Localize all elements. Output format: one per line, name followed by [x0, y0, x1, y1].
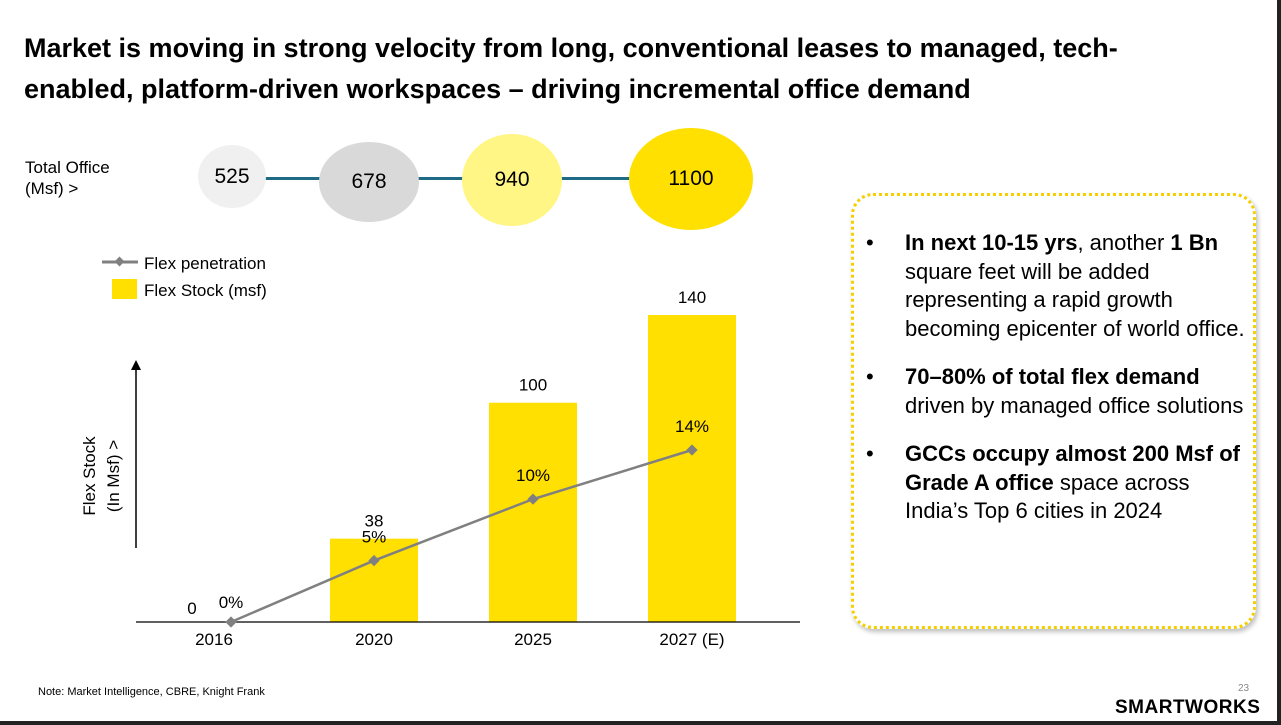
x-tick-label: 2016 [195, 630, 233, 649]
bubble-value: 1100 [668, 167, 714, 190]
total-office-label: Total Office (Msf) > [25, 157, 110, 199]
total-office-label-line2: (Msf) > [25, 179, 79, 198]
legend-label-flex-penetration: Flex penetration [144, 254, 266, 273]
total-office-bubble-2016: 525 [198, 145, 266, 208]
x-tick-label: 2025 [514, 630, 552, 649]
line-point [686, 444, 698, 456]
total-office-bubble-2025: 940 [462, 134, 562, 226]
line-value-label: 14% [675, 417, 709, 436]
insight-bold: 70–80% of total flex demand [905, 364, 1200, 389]
legend-marker [114, 256, 125, 267]
insight-item: • In next 10-15 yrs, another 1 Bn square … [866, 229, 1246, 343]
bubble-value: 525 [214, 164, 250, 188]
smartworks-logo: SMARTWORKS [1115, 697, 1261, 718]
bar-value-label: 140 [678, 288, 706, 307]
bar-value-label: 0 [187, 599, 196, 618]
flex-chart: Flex penetration Flex Stock (msf) Flex S… [80, 254, 800, 649]
insight-text: space across India’s Top 6 cities in 202… [905, 469, 1190, 524]
bubble-value: 940 [494, 168, 530, 191]
insight-bold: 1 Bn [1170, 230, 1219, 255]
bubble-connector [265, 177, 325, 180]
insight-item: • 70–80% of total flex demand driven by m… [866, 363, 1246, 420]
line-point [368, 554, 380, 567]
slide-title: Market is moving in strong velocity from… [24, 33, 1118, 104]
bar-value-label: 38 [365, 512, 384, 531]
line-point [225, 616, 237, 628]
line-value-label: 5% [362, 528, 387, 547]
bullet: • [866, 364, 874, 389]
x-tick-label: 2020 [355, 630, 393, 649]
y-axis-label-line1: Flex Stock [80, 436, 99, 516]
y-axis-arrowhead [131, 360, 141, 370]
bubble-connector [415, 177, 470, 180]
insight-bold: In next 10-15 yrs [905, 230, 1078, 255]
y-axis-label-line2: (In Msf) > [104, 440, 123, 512]
x-tick-label: 2027 (E) [659, 630, 724, 649]
bar-2025 [489, 402, 577, 622]
bullet: • [866, 441, 874, 466]
legend-bar-swatch [112, 279, 137, 299]
bar-2027 (E) [648, 315, 736, 622]
insight-bold: GCCs occupy almost 200 Msf of Grade A of… [905, 441, 1240, 495]
insights-callout: • In next 10-15 yrs, another 1 Bn square … [851, 193, 1256, 629]
line-value-label: 0% [219, 593, 244, 612]
line-value-label: 10% [516, 466, 550, 485]
flex-penetration-line [230, 448, 693, 624]
insight-text: driven by managed office solutions [905, 392, 1244, 418]
bubble-connector [560, 177, 635, 180]
bar-value-label: 100 [519, 376, 547, 395]
line-point [527, 493, 539, 505]
legend-label-flex-stock: Flex Stock (msf) [144, 281, 267, 300]
bar-2020 [330, 538, 418, 622]
insight-item: • GCCs occupy almost 200 Msf of Grade A o… [866, 440, 1246, 526]
page-number: 23 [1238, 683, 1250, 694]
total-office-label-line1: Total Office [25, 158, 110, 177]
bullet: • [866, 230, 874, 255]
insight-text: square feet will be added representing a… [905, 258, 1245, 341]
insight-text: , another [1077, 230, 1171, 255]
legend: Flex penetration Flex Stock (msf) [102, 254, 267, 300]
source-note: Note: Market Intelligence, CBRE, Knight … [38, 686, 265, 698]
total-office-bubble-2027: 1100 [629, 128, 753, 230]
bubble-value: 678 [351, 170, 387, 193]
total-office-bubble-2020: 678 [319, 142, 419, 222]
